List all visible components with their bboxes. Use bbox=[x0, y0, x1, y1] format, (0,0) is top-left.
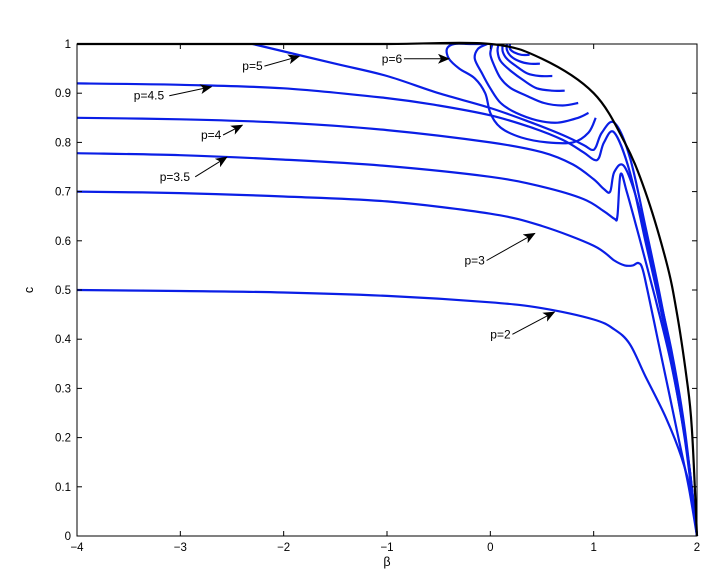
annotation-arrow-2 bbox=[486, 232, 536, 261]
y-tick-label: 0.9 bbox=[55, 88, 71, 100]
y-tick-label: 0.4 bbox=[55, 334, 72, 346]
y-tick-label: 0.8 bbox=[55, 137, 71, 149]
y-tick-label: 0.7 bbox=[55, 187, 71, 199]
series-line-2 bbox=[76, 190, 699, 537]
series-layer bbox=[76, 41, 699, 537]
loop-curve-6 bbox=[505, 43, 540, 65]
x-tick-label: −2 bbox=[277, 542, 290, 554]
series-line-5 bbox=[76, 82, 699, 537]
annotation-label-4: p=4 bbox=[201, 128, 222, 142]
loop-curve-5 bbox=[501, 43, 553, 78]
loop-curve-4 bbox=[496, 43, 565, 93]
x-tick-label: −1 bbox=[380, 542, 393, 554]
series-line-3 bbox=[76, 152, 699, 537]
y-axis: 0 0.1 0.2 0.3 0.4 0.5 0.6 0.7 0.8 0.9 1 bbox=[55, 39, 697, 543]
annotation-label-7: p=6 bbox=[382, 52, 403, 66]
annotation-label-1: p=2 bbox=[490, 327, 511, 341]
annotation-arrow-3 bbox=[194, 156, 228, 178]
loop-curve-1 bbox=[445, 42, 597, 145]
annotation-arrow-1 bbox=[512, 311, 556, 335]
annotation-label-5: p=4.5 bbox=[134, 89, 165, 103]
y-tick-label: 1 bbox=[65, 39, 71, 51]
y-tick-label: 0 bbox=[65, 531, 71, 543]
y-axis-label: c bbox=[22, 287, 36, 293]
y-tick-label: 0.6 bbox=[55, 236, 71, 248]
x-axis-label: β bbox=[383, 555, 390, 569]
annotation-label-6: p=5 bbox=[242, 59, 263, 73]
loop-curve-3 bbox=[489, 43, 579, 107]
annotation-label-2: p=3 bbox=[465, 254, 486, 268]
series-line-1 bbox=[76, 288, 699, 537]
series-line-6 bbox=[252, 42, 699, 537]
x-tick-label: −4 bbox=[70, 542, 84, 554]
x-tick-label: 2 bbox=[694, 542, 700, 554]
annotation-arrow-6 bbox=[264, 54, 301, 67]
annotation-arrow-4 bbox=[222, 124, 244, 136]
x-tick-label: 0 bbox=[487, 542, 493, 554]
x-tick-label: −3 bbox=[174, 542, 187, 554]
annotation-layer: p=2 p=3 p=3.5 p=4 p=4.5 p=5 p=6 bbox=[134, 52, 556, 341]
y-tick-label: 0.2 bbox=[55, 433, 71, 445]
y-tick-label: 0.1 bbox=[55, 482, 71, 494]
x-axis: −4 −3 −2 −1 0 1 2 bbox=[70, 44, 700, 554]
loop-curve-2 bbox=[473, 43, 590, 124]
annotation-arrow-5 bbox=[169, 84, 213, 97]
x-tick-label: 1 bbox=[590, 542, 596, 554]
y-tick-label: 0.3 bbox=[55, 383, 71, 395]
annotation-label-3: p=3.5 bbox=[160, 170, 191, 184]
y-tick-label: 0.5 bbox=[55, 285, 71, 297]
